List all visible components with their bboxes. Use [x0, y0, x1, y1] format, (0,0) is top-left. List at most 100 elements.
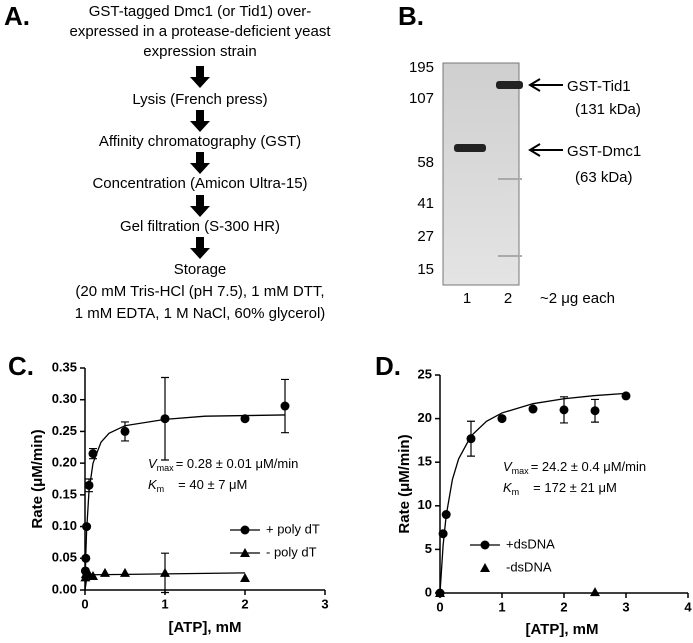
- y-tick-label: 20: [418, 410, 432, 425]
- circle-marker: [466, 434, 476, 444]
- circle-marker: [240, 414, 250, 424]
- marker-label: 195: [409, 59, 434, 76]
- annotation-symbol: K: [148, 477, 158, 492]
- circle-marker: [84, 480, 94, 490]
- step-text: 1 mM EDTA, 1 M NaCl, 60% glycerol): [75, 305, 326, 322]
- circle-marker: [621, 391, 631, 401]
- circle-marker: [81, 553, 91, 563]
- gel-band: [498, 255, 522, 257]
- y-tick-label: 5: [425, 541, 432, 556]
- y-tick-label: 0.25: [52, 423, 77, 438]
- legend-label: +dsDNA: [506, 536, 555, 551]
- step-text: Gel filtration (S-300 HR): [120, 218, 280, 235]
- panel-label: C.: [8, 351, 34, 381]
- lane-note: ~2 μg each: [540, 290, 615, 307]
- arrow: [190, 66, 210, 88]
- y-tick-label: 0.05: [52, 550, 77, 565]
- lane-label: 2: [504, 290, 512, 307]
- step-text: expressed in a protease-deficient yeast: [70, 23, 332, 40]
- annotation: Km = 172 ± 21 μM: [503, 480, 617, 497]
- x-tick-label: 2: [241, 596, 248, 611]
- band-size: (131 kDa): [575, 101, 641, 118]
- fit-curve: [439, 392, 627, 594]
- band-arrow: [528, 143, 563, 157]
- triangle-marker: [435, 588, 445, 597]
- annotation-symbol: V: [148, 456, 158, 471]
- annotation-text: = 40 ± 7 μM: [178, 477, 247, 492]
- x-tick-label: 0: [81, 596, 88, 611]
- marker-label: 41: [417, 195, 434, 212]
- x-tick-label: 3: [622, 599, 629, 614]
- y-tick-label: 0.15: [52, 486, 77, 501]
- triangle-marker: [100, 567, 110, 577]
- arrow: [190, 110, 210, 132]
- circle-marker: [438, 529, 448, 539]
- x-tick-label: 0: [436, 599, 443, 614]
- annotation-subscript: max: [157, 463, 175, 473]
- panel-label: D.: [375, 351, 401, 381]
- annotation-symbol: V: [503, 459, 513, 474]
- x-axis-label: [ATP], mM: [168, 619, 241, 636]
- annotation-subscript: max: [512, 466, 530, 476]
- circle-marker: [528, 404, 538, 414]
- annotation-subscript: m: [157, 484, 165, 494]
- band-name: GST-Dmc1: [567, 143, 641, 160]
- y-tick-label: 15: [418, 454, 432, 469]
- annotation: Vmax = 0.28 ± 0.01 μM/min: [148, 456, 298, 473]
- circle-marker: [280, 401, 290, 411]
- gel-band: [496, 81, 523, 89]
- gel-band: [498, 178, 522, 180]
- circle-marker: [88, 449, 98, 459]
- annotation-symbol: K: [503, 480, 513, 495]
- triangle-marker: [240, 572, 250, 582]
- legend-marker: [480, 540, 490, 550]
- arrow: [190, 152, 210, 174]
- arrow: [190, 195, 210, 217]
- triangle-marker: [590, 587, 600, 597]
- x-tick-label: 2: [560, 599, 567, 614]
- y-tick-label: 0: [425, 584, 432, 599]
- flowchart: GST-tagged Dmc1 (or Tid1) over- expresse…: [70, 3, 332, 322]
- y-tick-label: 0.00: [52, 581, 77, 596]
- step-text: Lysis (French press): [132, 91, 267, 108]
- step-text: GST-tagged Dmc1 (or Tid1) over-: [89, 3, 312, 20]
- step-text: (20 mM Tris-HCl (pH 7.5), 1 mM DTT,: [75, 283, 324, 300]
- y-tick-label: 0.10: [52, 518, 77, 533]
- fit-curve: [84, 414, 286, 591]
- y-tick-label: 0.35: [52, 359, 77, 374]
- x-tick-label: 3: [321, 596, 328, 611]
- circle-marker: [559, 405, 569, 415]
- annotation: Vmax = 24.2 ± 0.4 μM/min: [503, 459, 646, 476]
- annotation-text: = 172 ± 21 μM: [533, 480, 617, 495]
- lane-label: 1: [463, 290, 471, 307]
- y-tick-label: 10: [418, 497, 432, 512]
- x-axis-label: [ATP], mM: [525, 621, 598, 638]
- legend-label: -dsDNA: [506, 559, 552, 574]
- arrow: [190, 237, 210, 259]
- x-tick-label: 1: [161, 596, 168, 611]
- triangle-marker: [160, 567, 170, 577]
- triangle-marker: [120, 567, 130, 577]
- legend-marker: [240, 548, 250, 557]
- x-tick-label: 1: [498, 599, 505, 614]
- step-text: Affinity chromatography (GST): [99, 133, 301, 150]
- step-text: Concentration (Amicon Ultra-15): [92, 175, 307, 192]
- marker-label: 107: [409, 90, 434, 107]
- circle-marker: [82, 522, 92, 532]
- annotation: Km = 40 ± 7 μM: [148, 477, 247, 494]
- panel-label: B.: [398, 1, 424, 31]
- annotation-subscript: m: [512, 487, 520, 497]
- legend-marker: [480, 563, 490, 572]
- panel-label: A.: [4, 1, 30, 31]
- marker-label: 27: [417, 228, 434, 245]
- circle-marker: [497, 414, 507, 424]
- legend-label: + poly dT: [266, 521, 320, 536]
- circle-marker: [160, 414, 170, 424]
- gel-band: [454, 144, 486, 152]
- annotation-text: = 24.2 ± 0.4 μM/min: [531, 459, 646, 474]
- band-size: (63 kDa): [575, 169, 633, 186]
- annotation-text: = 0.28 ± 0.01 μM/min: [176, 456, 299, 471]
- x-tick-label: 4: [684, 599, 692, 614]
- legend-marker: [240, 525, 250, 535]
